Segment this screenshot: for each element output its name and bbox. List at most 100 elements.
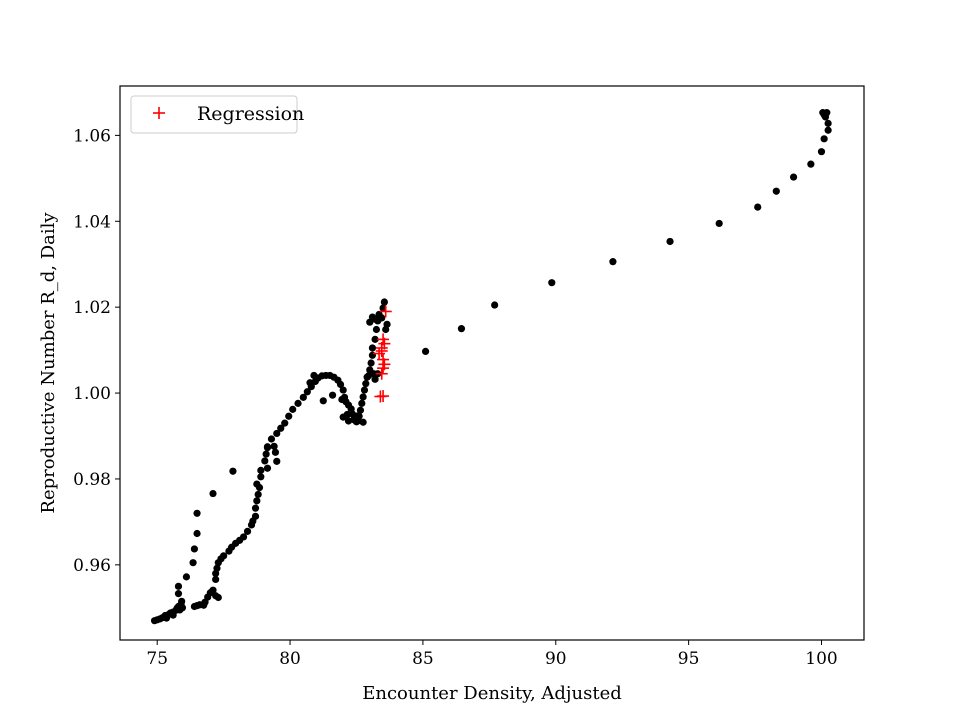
data-point xyxy=(209,586,217,594)
plot-frame xyxy=(119,85,865,641)
data-point xyxy=(371,335,379,343)
data-point xyxy=(261,457,269,465)
data-point xyxy=(212,575,220,584)
data-point xyxy=(358,399,366,407)
y-tick-label: 0.96 xyxy=(73,556,111,576)
data-point xyxy=(807,160,815,168)
data-point xyxy=(251,504,260,512)
data-point xyxy=(356,406,365,414)
data-point xyxy=(548,279,556,287)
data-point xyxy=(263,444,272,452)
data-point xyxy=(251,512,260,520)
data-point xyxy=(368,313,377,321)
data-point xyxy=(193,509,201,517)
data-point xyxy=(368,351,377,359)
data-point xyxy=(371,375,379,383)
data-point xyxy=(380,298,388,306)
data-point xyxy=(285,412,293,420)
data-point xyxy=(178,604,187,612)
data-point xyxy=(254,490,262,499)
data-point xyxy=(190,545,198,553)
data-point xyxy=(378,314,386,322)
data-point xyxy=(338,395,346,404)
data-point xyxy=(379,304,387,312)
data-point xyxy=(289,405,297,413)
data-point xyxy=(273,429,281,438)
data-point xyxy=(364,372,373,380)
y-axis-ticks: 0.96 0.98 1.00 1.02 1.04 1.06 xyxy=(73,126,120,576)
y-tick-label: 1.06 xyxy=(73,126,111,146)
data-point xyxy=(367,359,375,367)
data-point xyxy=(336,380,345,389)
data-point xyxy=(220,552,228,560)
data-point xyxy=(362,380,370,388)
data-point xyxy=(789,173,798,181)
data-point xyxy=(820,111,828,119)
y-tick-label: 1.02 xyxy=(73,298,111,318)
series-layer xyxy=(150,109,832,625)
data-point xyxy=(262,450,270,458)
x-tick-label: 90 xyxy=(545,649,567,669)
regression-point xyxy=(375,367,388,380)
data-point xyxy=(299,393,307,401)
data-point xyxy=(229,467,237,475)
data-point xyxy=(306,379,314,387)
data-point xyxy=(328,391,337,399)
legend-marker-regression xyxy=(153,107,165,119)
plot-area xyxy=(120,86,864,640)
regression-point xyxy=(377,353,390,366)
data-point xyxy=(715,219,723,228)
data-point xyxy=(817,148,826,156)
data-point xyxy=(319,397,327,405)
data-point xyxy=(214,593,222,602)
regression-point xyxy=(379,305,392,318)
data-point xyxy=(303,388,311,396)
data-point xyxy=(372,325,381,334)
x-tick-label: 95 xyxy=(678,649,700,669)
legend-label-regression: Regression xyxy=(197,103,304,125)
data-point xyxy=(772,187,780,195)
data-point xyxy=(273,457,281,465)
data-point xyxy=(270,442,278,450)
data-point xyxy=(190,602,198,611)
data-point xyxy=(239,533,248,541)
data-point xyxy=(213,564,221,572)
data-point xyxy=(820,135,828,143)
data-point xyxy=(174,582,183,590)
data-point xyxy=(281,419,289,427)
data-point xyxy=(359,418,367,426)
data-point xyxy=(174,590,183,598)
data-point xyxy=(457,325,466,333)
data-point xyxy=(193,529,201,538)
data-point xyxy=(271,448,280,456)
x-axis-label: Encounter Density, Adjusted xyxy=(362,683,622,704)
data-point xyxy=(209,489,217,498)
data-point xyxy=(421,347,430,356)
data-point xyxy=(339,413,347,421)
data-point xyxy=(253,497,261,505)
legend-plus-marker xyxy=(153,107,165,119)
data-point xyxy=(257,473,265,481)
data-point xyxy=(243,527,252,535)
regression-point xyxy=(375,344,388,357)
data-point xyxy=(754,203,762,211)
x-tick-label: 80 xyxy=(279,649,301,669)
legend: Regression xyxy=(130,95,304,134)
data-point xyxy=(189,559,197,567)
y-tick-label: 1.04 xyxy=(73,212,111,232)
data-point xyxy=(263,464,272,472)
y-tick-label: 0.98 xyxy=(73,470,111,490)
regression-point xyxy=(377,390,390,403)
data-point xyxy=(344,417,353,425)
data-point xyxy=(182,573,191,581)
data-point xyxy=(382,325,390,334)
data-point xyxy=(360,386,369,394)
data-point xyxy=(339,386,347,394)
data-point xyxy=(267,435,276,443)
data-point xyxy=(257,466,265,474)
legend-box xyxy=(130,95,298,134)
regression-point xyxy=(377,333,390,346)
y-tick-label: 1.00 xyxy=(73,384,111,404)
x-tick-label: 75 xyxy=(146,649,168,669)
